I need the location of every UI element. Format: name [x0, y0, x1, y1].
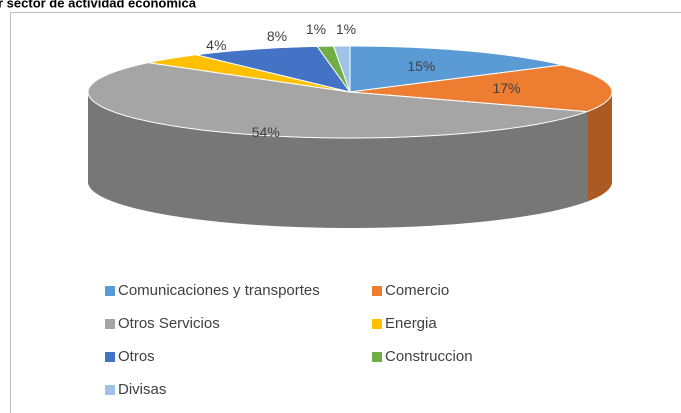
data-label: 15%	[407, 58, 435, 74]
slice	[195, 45, 352, 93]
slice	[332, 45, 351, 93]
data-label: 8%	[267, 28, 287, 44]
slice	[349, 45, 563, 93]
data-label: 1%	[306, 21, 326, 37]
legend-label: Otros	[118, 348, 155, 365]
data-label: 4%	[206, 37, 226, 53]
legend-swatch	[105, 352, 115, 362]
legend-swatch	[105, 319, 115, 329]
legend-label: Comercio	[385, 282, 449, 299]
slice	[87, 62, 588, 139]
slice	[148, 54, 351, 93]
legend-swatch	[372, 286, 382, 296]
slice	[349, 64, 613, 113]
data-label: 17%	[492, 80, 520, 96]
data-label: 54%	[252, 124, 280, 140]
slice-side	[88, 92, 588, 228]
legend-label: Divisas	[118, 381, 166, 398]
legend-label: Otros Servicios	[118, 315, 220, 332]
legend-swatch	[105, 385, 115, 395]
legend-label: Comunicaciones y transportes	[118, 282, 320, 299]
legend-label: Construccion	[385, 348, 473, 365]
legend-swatch	[372, 352, 382, 362]
legend-label: Energia	[385, 315, 437, 332]
chart-title: r sector de actividad económica	[0, 0, 197, 10]
slice-side	[587, 92, 612, 202]
data-label: 1%	[336, 21, 356, 37]
legend-swatch	[105, 286, 115, 296]
legend-swatch	[372, 319, 382, 329]
